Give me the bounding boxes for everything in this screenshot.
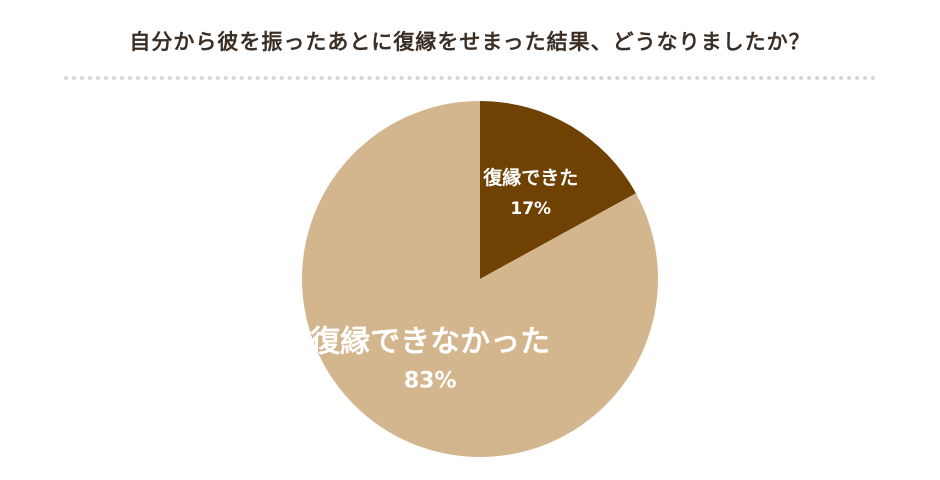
title-divider bbox=[64, 76, 876, 80]
slice-label-1: 復縁できた bbox=[482, 166, 578, 189]
pie-slice-1 bbox=[480, 101, 636, 279]
slice-label-2: 復縁できなかった bbox=[309, 324, 550, 359]
slice-value-2: 83% bbox=[404, 368, 457, 393]
slice-value-1: 17% bbox=[510, 199, 551, 219]
chart-title: 自分から彼を振ったあとに復縁をせまった結果、どうなりましたか？ bbox=[129, 30, 811, 54]
pie-slice-2 bbox=[302, 101, 659, 457]
pie-slices bbox=[302, 101, 659, 457]
pie-labels: 復縁できた 17% 復縁できなかった 83% bbox=[309, 166, 578, 393]
